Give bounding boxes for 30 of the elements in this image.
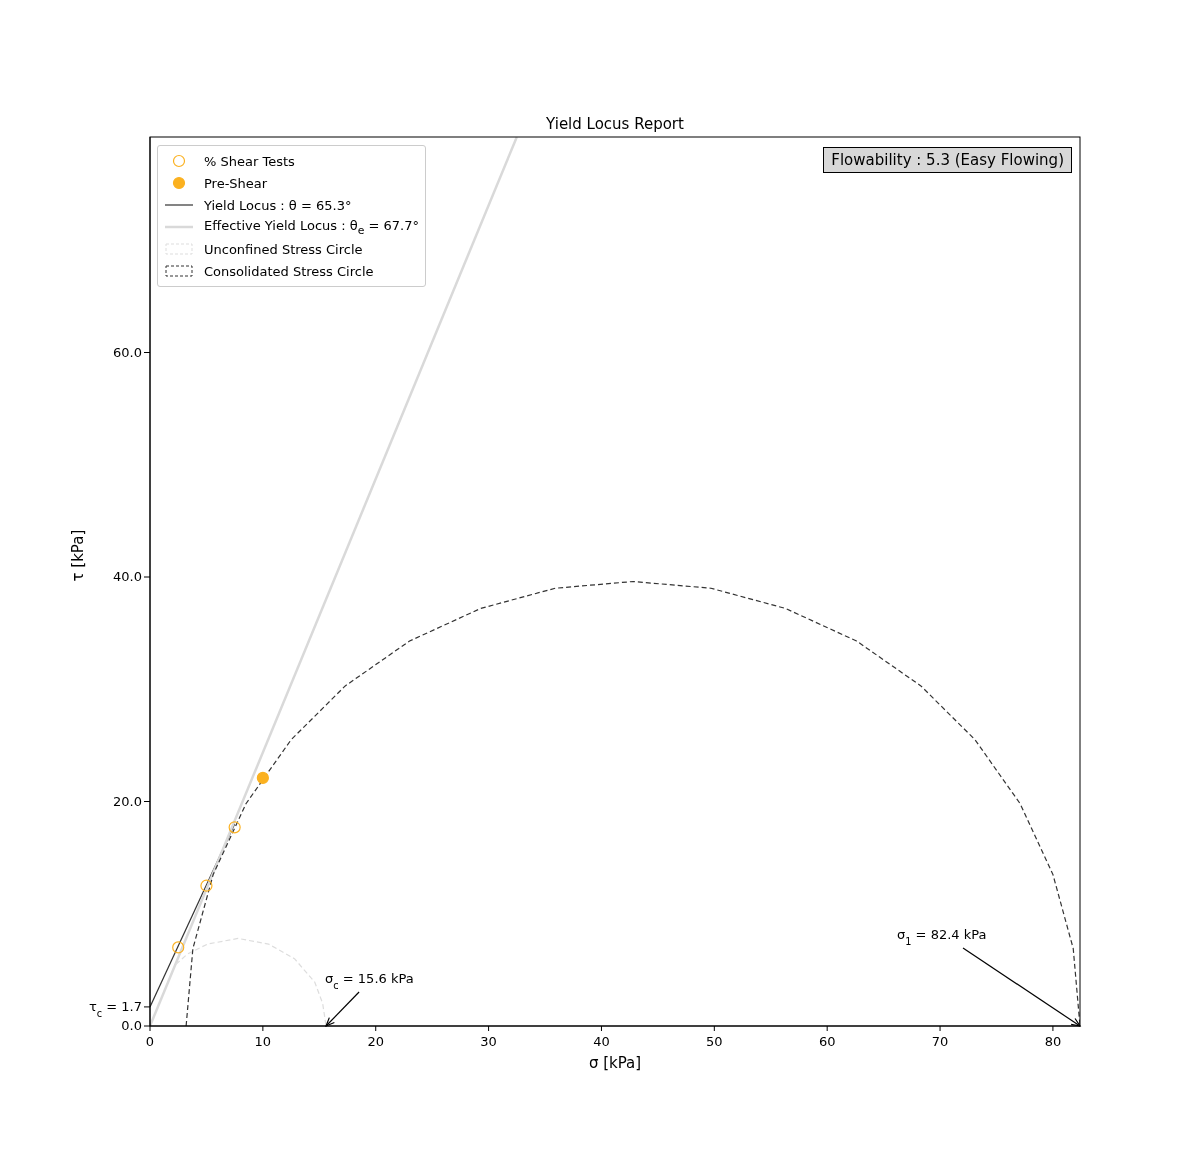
legend-label: Pre-Shear	[204, 175, 268, 191]
legend-label: % Shear Tests	[204, 153, 295, 169]
y-tick-label: τ$_{c}$ = 1.7	[88, 998, 142, 1019]
annotation: σ$_{1}$ = 82.4 kPa	[897, 927, 987, 947]
x-axis-title: σ [kPa]	[588, 1054, 642, 1072]
y-axis-title: τ [kPa]	[69, 529, 88, 582]
legend-label: Unconfined Stress Circle	[204, 241, 363, 257]
x-tick-label: 0	[145, 1034, 155, 1049]
point	[256, 771, 269, 785]
x-tick-label: 70	[931, 1034, 949, 1049]
legend-label: Yield Locus : θ = 65.3°	[204, 197, 352, 213]
y-tick-label: 0.0	[121, 1018, 142, 1033]
annotation: σ$_{c}$ = 15.6 kPa	[325, 971, 414, 991]
legend-label: Effective Yield Locus : θ$_{e}$ = 67.7°	[204, 217, 419, 237]
y-tick-label: 60.0	[113, 344, 142, 360]
chart-title: Yield Locus Report	[545, 115, 685, 133]
annotation: Flowability : 5.3 (Easy Flowing)	[823, 147, 1072, 173]
legend-label: Consolidated Stress Circle	[204, 263, 374, 279]
x-tick-label: 10	[254, 1034, 272, 1049]
x-tick-label: 30	[480, 1034, 497, 1049]
x-tick-label: 80	[1044, 1034, 1062, 1049]
x-tick-label: 50	[706, 1034, 723, 1049]
point	[172, 941, 185, 954]
point	[200, 879, 213, 892]
x-tick-label: 20	[367, 1034, 384, 1049]
y-tick-label: 40.0	[113, 569, 142, 585]
x-tick-label: 40	[593, 1034, 610, 1049]
y-tick-label: 20.0	[113, 793, 142, 809]
x-tick-label: 60	[818, 1034, 836, 1049]
point	[228, 821, 241, 834]
